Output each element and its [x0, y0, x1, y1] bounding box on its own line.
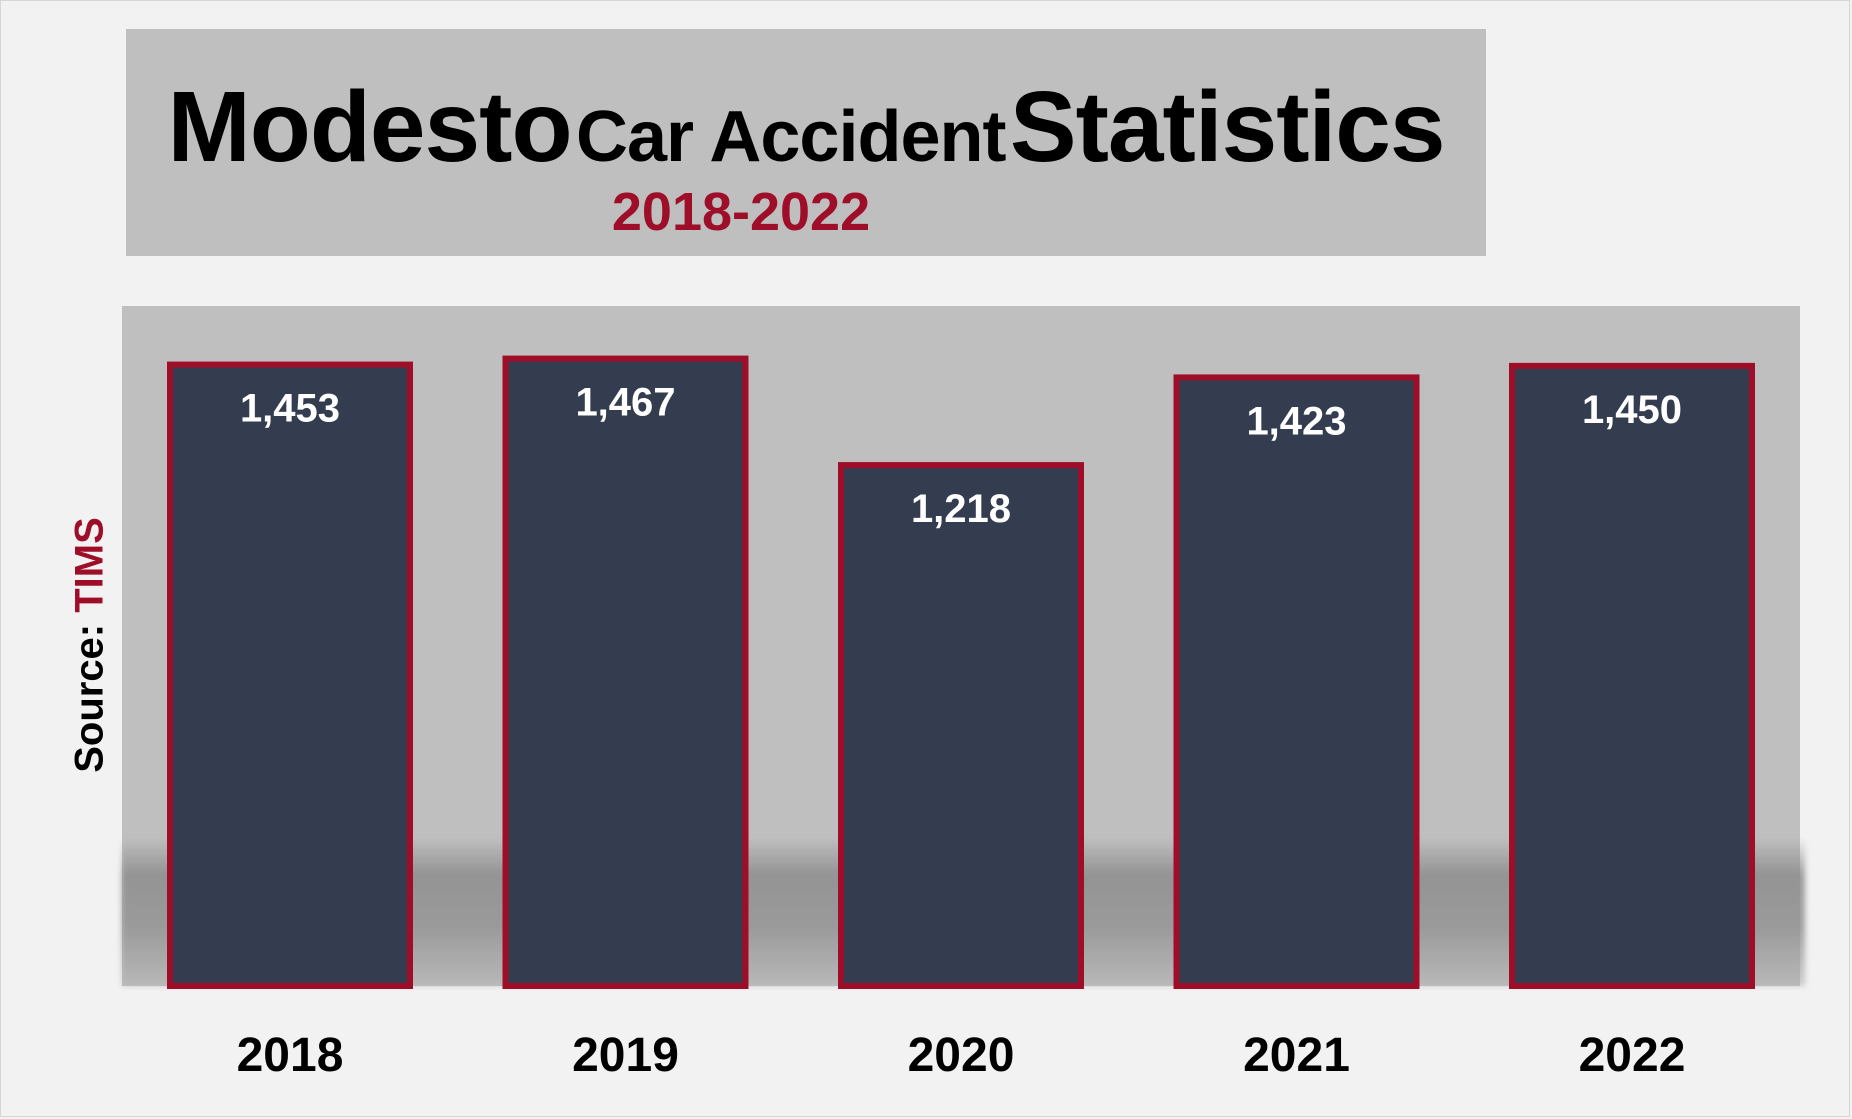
title-end: Statistics [1009, 71, 1446, 183]
chart-title: Modesto Car Accident Statistics [126, 77, 1486, 177]
bar-2022 [1509, 362, 1755, 989]
x-tick-label-2020: 2020 [908, 1029, 1015, 1082]
data-label-2021: 1,423 [1246, 399, 1346, 443]
x-tick-label-2018: 2018 [237, 1029, 344, 1082]
title-city: Modesto [167, 71, 572, 183]
bar-2019 [502, 355, 749, 989]
data-label-2019: 1,467 [575, 381, 675, 425]
x-tick-label-2021: 2021 [1243, 1029, 1350, 1082]
bar-2020 [838, 462, 1084, 989]
title-middle: Car Accident [575, 97, 1006, 177]
chart-subtitle: 2018-2022 [611, 182, 871, 242]
data-label-2018: 1,453 [240, 387, 340, 431]
bar-2021 [1173, 374, 1420, 989]
x-tick-label-2022: 2022 [1579, 1029, 1686, 1082]
title-panel: Modesto Car Accident Statistics 2018-202… [126, 29, 1486, 256]
bar-2018 [167, 361, 413, 989]
x-tick-label-2019: 2019 [572, 1029, 679, 1082]
data-label-2020: 1,218 [911, 487, 1011, 531]
data-label-2022: 1,450 [1582, 388, 1682, 432]
